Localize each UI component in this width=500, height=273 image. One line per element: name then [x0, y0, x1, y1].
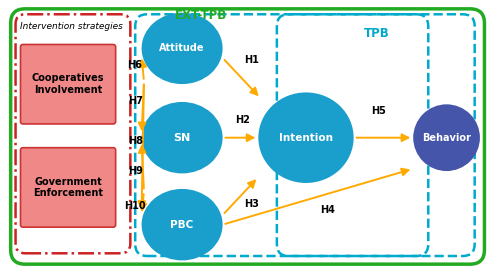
Text: H4: H4	[320, 205, 335, 215]
FancyBboxPatch shape	[20, 44, 116, 124]
Text: H2: H2	[236, 115, 250, 125]
Text: EXT-TPB: EXT-TPB	[175, 9, 228, 22]
Text: SN: SN	[174, 133, 190, 143]
Ellipse shape	[413, 104, 480, 171]
Text: Intervention strategies: Intervention strategies	[20, 22, 123, 31]
Text: TPB: TPB	[364, 27, 390, 40]
Text: Cooperatives
Involvement: Cooperatives Involvement	[32, 73, 104, 95]
Text: H9: H9	[128, 166, 143, 176]
Text: H5: H5	[371, 106, 386, 117]
Ellipse shape	[142, 189, 222, 260]
Text: H10: H10	[124, 201, 146, 210]
Text: H1: H1	[244, 55, 258, 65]
Ellipse shape	[258, 93, 354, 183]
Text: Intention: Intention	[279, 133, 333, 143]
Ellipse shape	[142, 102, 222, 173]
FancyBboxPatch shape	[20, 148, 116, 227]
FancyBboxPatch shape	[10, 9, 484, 264]
Text: Behavior: Behavior	[422, 133, 471, 143]
Text: H6: H6	[127, 60, 142, 70]
Text: PBC: PBC	[170, 220, 194, 230]
Text: Government
Enforcement: Government Enforcement	[33, 177, 103, 198]
Text: H8: H8	[128, 136, 143, 146]
Text: H7: H7	[128, 96, 143, 106]
Text: Attitude: Attitude	[160, 43, 205, 53]
Text: H3: H3	[244, 199, 258, 209]
Ellipse shape	[142, 13, 222, 84]
